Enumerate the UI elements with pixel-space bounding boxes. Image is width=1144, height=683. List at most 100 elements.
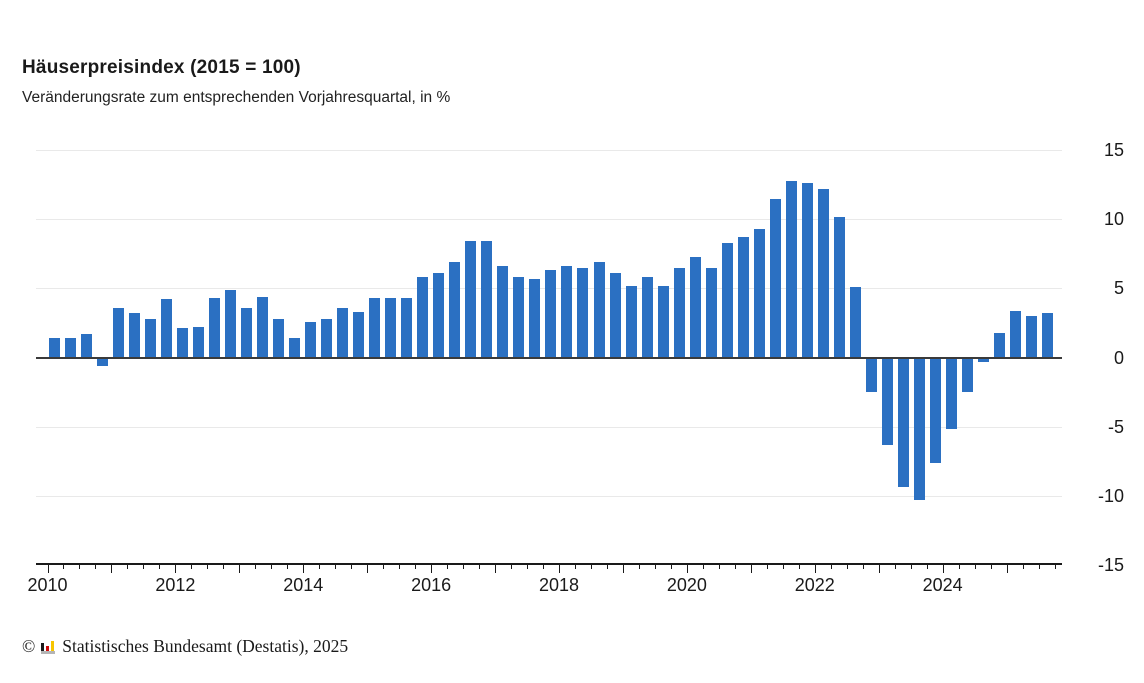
data-bar (657, 285, 669, 358)
x-axis-minor-tick (143, 564, 145, 569)
data-bar (337, 307, 349, 358)
data-bar (994, 332, 1006, 358)
data-bar (272, 318, 284, 358)
x-axis-major-tick (878, 564, 880, 573)
x-axis-minor-tick (399, 564, 401, 569)
x-axis-minor-tick (463, 564, 465, 569)
data-bar (962, 357, 974, 393)
x-axis-minor-tick (654, 564, 656, 569)
x-axis-minor-tick (223, 564, 225, 569)
source-line: © Statistisches Bundesamt (Destatis), 20… (22, 636, 348, 657)
x-axis-minor-tick (926, 564, 928, 569)
data-bar (321, 318, 332, 358)
data-bar (513, 277, 525, 358)
x-axis-minor-tick (670, 564, 672, 569)
data-bar (224, 289, 236, 358)
x-axis-minor-tick (894, 564, 896, 569)
data-bar (369, 298, 381, 358)
y-axis-label: -15 (1097, 554, 1124, 575)
gridline (36, 150, 1062, 152)
x-axis-minor-tick (718, 564, 720, 569)
data-bar (192, 327, 204, 358)
data-bar (240, 307, 252, 358)
x-axis-major-tick (942, 564, 944, 573)
data-bar (593, 262, 605, 358)
data-bar (497, 266, 509, 358)
data-bar (304, 321, 316, 358)
data-bar (465, 241, 477, 358)
data-bar (1042, 313, 1054, 358)
x-axis-minor-tick (606, 564, 608, 569)
x-axis-major-tick (303, 564, 305, 573)
data-bar (978, 357, 990, 362)
x-axis-minor-tick (287, 564, 289, 569)
data-bar (401, 298, 413, 358)
data-bar (144, 318, 156, 358)
x-axis-minor-tick (319, 564, 321, 569)
x-axis-label: 2016 (411, 575, 452, 595)
data-bar (769, 198, 781, 358)
data-bar (609, 273, 621, 358)
data-bar (914, 357, 926, 500)
x-axis-minor-tick (958, 564, 960, 569)
data-bar (529, 278, 541, 358)
x-axis-label: 2010 (27, 575, 68, 595)
x-axis-minor-tick (527, 564, 529, 569)
data-bar (96, 357, 108, 366)
data-bar (449, 262, 461, 358)
data-bar (112, 307, 124, 358)
x-axis-minor-tick (479, 564, 481, 569)
data-bar (833, 216, 845, 358)
data-bar (946, 357, 958, 430)
source-text: Statistisches Bundesamt (Destatis), 2025 (62, 636, 349, 656)
x-axis-minor-tick (1038, 564, 1040, 569)
data-bar (801, 183, 813, 358)
y-axis-label: -5 (1107, 416, 1124, 437)
x-axis-minor-tick (159, 564, 161, 569)
x-axis-minor-tick (910, 564, 912, 569)
x-axis-label: 2018 (538, 575, 580, 595)
x-axis-minor-tick (447, 564, 449, 569)
x-axis-major-tick (175, 564, 177, 573)
x-axis-minor-tick (766, 564, 768, 569)
x-axis-major-tick (431, 564, 433, 573)
data-bar (545, 270, 557, 358)
data-bar (160, 299, 172, 358)
page-title: Häuserpreisindex (2015 = 100) (22, 57, 301, 78)
data-bar (673, 267, 685, 358)
x-axis-major-tick (814, 564, 816, 573)
x-axis-major-tick (559, 564, 561, 573)
data-bar (385, 298, 397, 358)
x-axis-minor-tick (335, 564, 337, 569)
x-axis-line (36, 562, 1062, 565)
x-axis-major-tick (622, 564, 624, 573)
data-bar (625, 285, 637, 358)
data-bar (705, 267, 717, 358)
gridline (36, 426, 1062, 428)
x-axis-minor-tick (830, 564, 832, 569)
data-bar (256, 296, 268, 358)
x-axis-minor-tick (95, 564, 97, 569)
x-axis-minor-tick (862, 564, 864, 569)
x-axis-minor-tick (191, 564, 193, 569)
x-axis-minor-tick (734, 564, 736, 569)
x-axis-minor-tick (543, 564, 545, 569)
x-axis-minor-tick (782, 564, 784, 569)
y-axis-label: 10 (1103, 209, 1124, 230)
y-axis-label: 15 (1103, 140, 1124, 161)
data-bar (561, 266, 573, 358)
data-bar (433, 273, 445, 358)
y-axis-label: 0 (1113, 347, 1124, 368)
data-bar (128, 313, 140, 358)
x-axis-minor-tick (127, 564, 129, 569)
data-bar (64, 338, 76, 358)
x-axis-minor-tick (798, 564, 800, 569)
x-axis-label: 2020 (666, 575, 707, 595)
x-axis-minor-tick (990, 564, 992, 569)
x-axis-major-tick (750, 564, 752, 573)
x-axis-minor-tick (974, 564, 976, 569)
copyright-symbol: © (22, 636, 36, 656)
data-bar (1026, 316, 1038, 358)
x-axis-minor-tick (383, 564, 385, 569)
